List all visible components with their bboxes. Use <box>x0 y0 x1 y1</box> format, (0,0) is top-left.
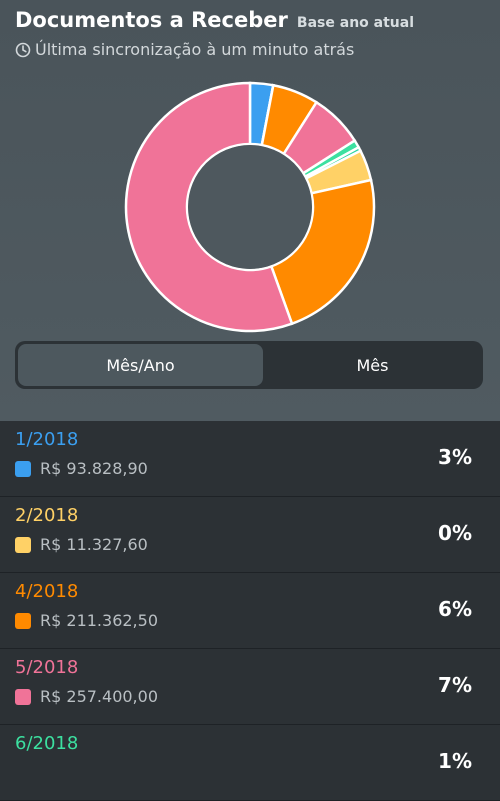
donut-slice-seg-orange <box>269 178 376 326</box>
list-item[interactable]: 4/2018 R$ 211.362,50 6% <box>0 573 500 649</box>
documents-list: 1/2018 R$ 93.828,90 3% 2/2018 R$ 11.327,… <box>0 421 500 801</box>
item-percent: 1% <box>438 749 472 773</box>
sync-text: Última sincronização à um minuto atrás <box>35 40 355 59</box>
color-swatch <box>15 536 31 553</box>
item-amount: R$ 257.400,00 <box>40 687 158 706</box>
title-row: Documentos a Receber Base ano atual <box>15 8 414 32</box>
toggle-month[interactable]: Mês <box>356 355 389 375</box>
clock-icon <box>15 42 31 57</box>
donut-chart <box>124 81 376 333</box>
item-percent: 6% <box>438 597 472 621</box>
list-item[interactable]: 5/2018 R$ 257.400,00 7% <box>0 649 500 725</box>
item-period: 1/2018 <box>15 429 79 450</box>
sync-status: Última sincronização à um minuto atrás <box>15 40 354 59</box>
item-amount: R$ 211.362,50 <box>40 611 158 630</box>
item-amount-row: R$ 257.400,00 <box>15 687 158 706</box>
color-swatch <box>15 460 31 477</box>
list-item[interactable]: 1/2018 R$ 93.828,90 3% <box>0 421 500 497</box>
period-toggle: Mês/Ano Mês <box>15 341 483 389</box>
summary-panel: Documentos a Receber Base ano atual Últi… <box>0 0 500 421</box>
item-period: 4/2018 <box>15 581 79 602</box>
page-subtitle: Base ano atual <box>296 15 415 31</box>
list-item[interactable]: 2/2018 R$ 11.327,60 0% <box>0 497 500 573</box>
item-amount-row: R$ 211.362,50 <box>15 611 158 630</box>
toggle-month-year[interactable]: Mês/Ano <box>18 344 263 386</box>
item-period: 6/2018 <box>15 733 79 754</box>
list-item[interactable]: 6/2018 1% <box>0 725 500 801</box>
donut-hole <box>188 145 312 269</box>
item-amount-row: R$ 93.828,90 <box>15 459 148 478</box>
item-period: 2/2018 <box>15 505 79 526</box>
color-swatch <box>15 688 31 705</box>
item-amount-row: R$ 11.327,60 <box>15 535 148 554</box>
item-percent: 0% <box>438 521 472 545</box>
item-period: 5/2018 <box>15 657 79 678</box>
item-amount: R$ 93.828,90 <box>40 459 148 478</box>
donut-slice-seg-pink <box>124 81 294 333</box>
page-title: Documentos a Receber <box>15 8 288 32</box>
item-amount: R$ 11.327,60 <box>40 535 148 554</box>
item-percent: 3% <box>438 445 472 469</box>
color-swatch <box>15 612 31 629</box>
item-percent: 7% <box>438 673 472 697</box>
